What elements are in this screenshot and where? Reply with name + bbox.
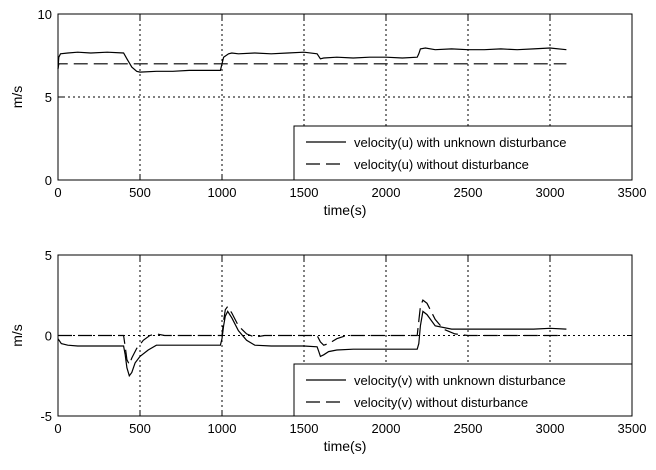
y-tick-label: -5: [40, 409, 52, 424]
chart-top-velocity-u: 0 500 1000 1500 2000 2500 3000 3500 0 5 10 time(s) m…: [9, 7, 646, 218]
legend-label: velocity(v) without disturbance: [354, 395, 528, 410]
x-tick-label: 1000: [208, 185, 237, 200]
x-tick-label: 3500: [618, 421, 647, 436]
y-tick-label: 5: [45, 248, 52, 263]
y-tick-label: 10: [38, 7, 52, 22]
series-line-with-disturbance: [57, 47, 567, 73]
series-line-without-disturbance: [58, 299, 567, 366]
legend-box: [293, 363, 633, 417]
y-axis-label: m/s: [9, 324, 25, 347]
x-tick-label: 500: [129, 185, 151, 200]
x-tick-label: 1500: [290, 421, 319, 436]
legend-box: [293, 125, 633, 181]
y-tick-label: 0: [45, 173, 52, 188]
legend: velocity(v) with unknown disturbance velo…: [293, 363, 633, 417]
legend-label: velocity(u) with unknown disturbance: [354, 135, 566, 150]
x-tick-label: 500: [129, 421, 151, 436]
x-tick-label: 2000: [372, 185, 401, 200]
x-tick-label: 2500: [454, 185, 483, 200]
legend: velocity(u) with unknown disturbance velo…: [293, 125, 633, 181]
x-tick-label: 0: [54, 185, 61, 200]
y-tick-label: 0: [45, 329, 52, 344]
x-tick-label: 2000: [372, 421, 401, 436]
chart-bottom-velocity-v: 0 500 1000 1500 2000 2500 3000 3500-505time(s)m…: [9, 248, 646, 454]
x-tick-label: 3500: [618, 185, 647, 200]
series-line-with-disturbance: [57, 310, 567, 378]
y-tick-label: 5: [45, 90, 52, 105]
x-tick-label: 2500: [454, 421, 483, 436]
x-tick-label: 0: [54, 421, 61, 436]
x-tick-label: 3000: [536, 421, 565, 436]
y-axis-label: m/s: [9, 86, 25, 109]
x-tick-label: 1000: [208, 421, 237, 436]
legend-label: velocity(v) with unknown disturbance: [354, 373, 566, 388]
x-tick-label: 3000: [536, 185, 565, 200]
x-axis-label: time(s): [324, 438, 367, 454]
x-tick-label: 1500: [290, 185, 319, 200]
x-axis-label: time(s): [324, 202, 367, 218]
legend-label: velocity(u) without disturbance: [354, 157, 529, 172]
